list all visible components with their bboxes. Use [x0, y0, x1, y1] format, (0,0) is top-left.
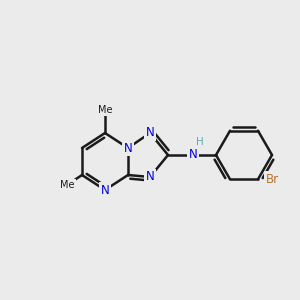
Text: Me: Me [98, 105, 112, 115]
Text: H: H [196, 137, 204, 147]
Text: N: N [146, 170, 154, 184]
Text: N: N [146, 127, 154, 140]
Text: Br: Br [266, 173, 279, 186]
Text: N: N [100, 184, 109, 196]
Text: Me: Me [60, 180, 74, 190]
Text: N: N [189, 148, 197, 161]
Text: N: N [124, 142, 132, 154]
